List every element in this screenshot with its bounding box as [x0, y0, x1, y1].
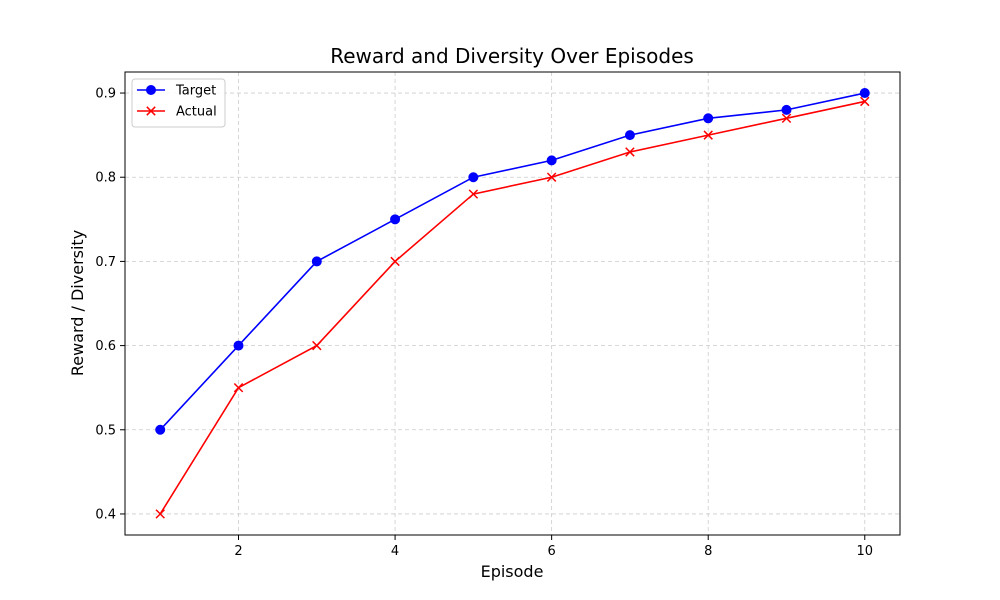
- legend: Target Actual: [131, 78, 226, 128]
- data-point: [546, 155, 557, 166]
- legend-label: Target: [175, 84, 216, 99]
- series-line: [159, 92, 865, 431]
- data-point: [233, 382, 244, 393]
- series-actual: [155, 96, 870, 519]
- data-point: [625, 147, 635, 157]
- legend-label: Actual: [176, 105, 217, 120]
- grid-lines: [125, 72, 900, 535]
- x-axis-label: Episode: [481, 562, 544, 581]
- data-point: [468, 172, 479, 183]
- y-tick-label: 0.7: [95, 255, 116, 270]
- x-tick-label: 6: [548, 544, 556, 559]
- legend-item-target: Target: [137, 84, 216, 99]
- legend-marker: [146, 106, 156, 116]
- data-point: [390, 256, 400, 267]
- data-point: [468, 189, 479, 199]
- legend-marker: [146, 85, 156, 95]
- y-tick-label: 0.5: [95, 423, 116, 438]
- y-tick-label: 0.4: [95, 507, 116, 522]
- series-target: [155, 88, 870, 435]
- data-point: [703, 130, 713, 140]
- data-point: [781, 104, 792, 115]
- axis-ticks: 2 4 6 8 10 0.4 0.5 0.6 0.7 0.8 0.9: [95, 87, 873, 559]
- chart-title: Reward and Diversity Over Episodes: [330, 44, 694, 68]
- data-point: [155, 424, 166, 435]
- data-point: [860, 96, 870, 107]
- series-line: [159, 100, 865, 515]
- y-tick-label: 0.6: [95, 339, 116, 354]
- series-layer: [155, 88, 870, 519]
- data-point: [624, 130, 635, 141]
- x-tick-label: 10: [856, 544, 873, 559]
- legend-item-actual: Actual: [137, 105, 217, 120]
- y-tick-label: 0.9: [95, 87, 116, 102]
- data-point: [233, 340, 244, 351]
- x-tick-label: 8: [704, 544, 712, 559]
- data-point: [311, 256, 322, 267]
- data-point: [703, 113, 714, 124]
- data-point: [781, 113, 792, 124]
- data-point: [155, 509, 165, 519]
- x-tick-label: 2: [234, 544, 242, 559]
- y-axis-label: Reward / Diversity: [68, 230, 87, 376]
- data-point: [390, 214, 401, 225]
- plot-frame: [124, 71, 901, 536]
- data-point: [546, 172, 557, 182]
- y-tick-label: 0.8: [95, 171, 116, 186]
- data-point: [312, 340, 322, 351]
- x-tick-label: 4: [391, 544, 399, 559]
- data-point: [859, 88, 870, 99]
